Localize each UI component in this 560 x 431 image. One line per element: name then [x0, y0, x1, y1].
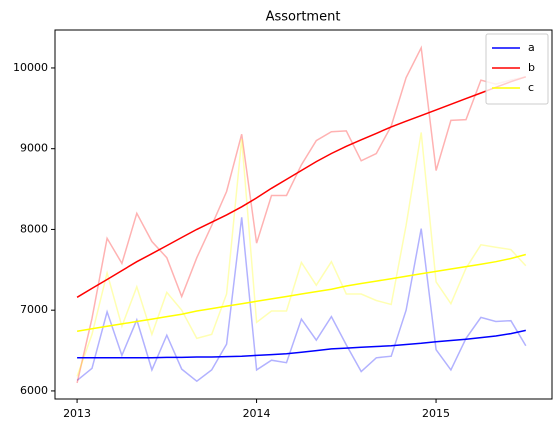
raw-line	[76, 45, 526, 384]
trend-line	[76, 253, 526, 332]
x-tick-label: 2013	[63, 407, 91, 420]
y-tick-label: 10000	[13, 61, 48, 74]
x-tick-label: 2014	[243, 407, 271, 420]
trend-line	[77, 329, 526, 359]
legend-label: a	[528, 41, 535, 54]
y-tick-label: 7000	[20, 303, 48, 316]
chart-title: Assortment	[266, 10, 341, 25]
y-tick-label: 8000	[20, 222, 48, 235]
raw-line	[76, 132, 527, 377]
legend-label: b	[528, 61, 535, 74]
legend-box	[485, 33, 549, 105]
y-tick-label: 9000	[20, 142, 48, 155]
plot-area	[54, 29, 553, 400]
y-tick-label: 6000	[20, 384, 48, 397]
legend-label: c	[528, 81, 534, 94]
trend-line	[76, 76, 527, 298]
x-tick-label: 2015	[422, 407, 450, 420]
raw-line	[76, 217, 527, 383]
